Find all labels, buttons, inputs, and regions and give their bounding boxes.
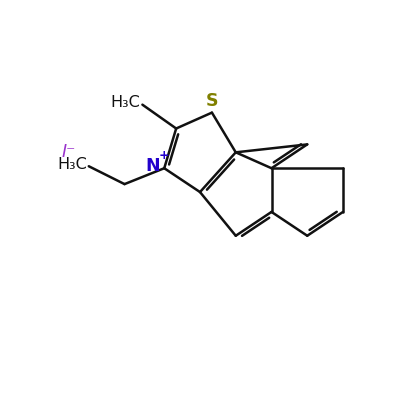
Text: +: + <box>159 149 170 162</box>
Text: S: S <box>206 92 218 110</box>
Text: H₃C: H₃C <box>57 157 87 172</box>
Text: I⁻: I⁻ <box>62 143 76 161</box>
Text: N: N <box>146 157 160 175</box>
Text: H₃C: H₃C <box>111 95 140 110</box>
